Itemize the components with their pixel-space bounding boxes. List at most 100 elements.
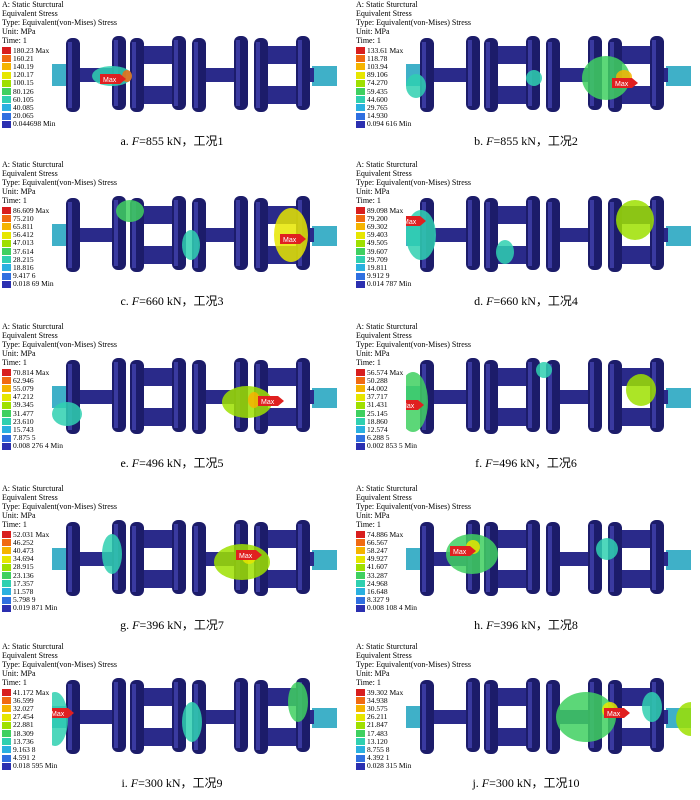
- header-line3: Type: Equivalent(von-Mises) Stress: [2, 660, 117, 669]
- legend-swatch: [2, 588, 11, 596]
- header-line2: Equivalent Stress: [2, 493, 58, 502]
- legend-swatch: [356, 401, 365, 409]
- stress-zone: [52, 402, 82, 426]
- stress-zone: [214, 544, 270, 580]
- legend-swatch: [2, 730, 11, 737]
- legend-value: 9.163 8: [13, 744, 36, 754]
- panel-caption: h. F=396 kN，工况8: [356, 618, 696, 632]
- stress-zone: [596, 538, 618, 560]
- max-marker: Max: [258, 396, 284, 406]
- legend-value: 26.211: [367, 712, 388, 722]
- web-highlight: [422, 42, 426, 108]
- header-line4: Unit: MPa: [356, 669, 390, 678]
- crank-pin: [260, 570, 300, 588]
- legend-value: 7.875 5: [13, 433, 36, 443]
- legend-swatch: [2, 248, 11, 255]
- web-highlight: [610, 526, 614, 592]
- max-text: Max: [607, 711, 621, 718]
- crank-pin: [490, 206, 530, 224]
- web-highlight: [68, 202, 72, 268]
- web-highlight: [610, 364, 614, 430]
- caption-prefix: j.: [472, 776, 482, 790]
- legend-value: 20.065: [13, 111, 34, 121]
- max-text: Max: [52, 711, 65, 718]
- legend-swatch: [2, 754, 11, 762]
- legend-swatch: [356, 410, 365, 417]
- header-line4: Unit: MPa: [356, 349, 390, 358]
- legend-value: 18.309: [13, 728, 34, 738]
- stress-zone: [582, 56, 630, 100]
- crank-pin: [552, 228, 592, 242]
- legend-swatch: [356, 47, 365, 54]
- panel-b: A: Static Sturctural Equivalent Stress Typ…: [356, 0, 696, 158]
- header-line2: Equivalent Stress: [356, 493, 412, 502]
- legend-swatch: [2, 547, 11, 555]
- web-highlight: [236, 40, 240, 106]
- legend-value: 36.599: [13, 695, 34, 705]
- max-text: Max: [453, 549, 467, 556]
- legend-value: 160.21: [13, 53, 34, 63]
- legend-value: 17.483: [367, 728, 388, 738]
- web-highlight: [468, 200, 472, 266]
- web-highlight: [298, 40, 302, 106]
- legend-swatch: [356, 705, 365, 713]
- legend-value: 40.473: [13, 545, 34, 555]
- legend-value: 65.811: [13, 221, 34, 231]
- legend-value: 24.968: [367, 578, 388, 588]
- legend-swatch: [356, 369, 365, 376]
- legend-value: 11.578: [13, 586, 34, 596]
- legend-value: 55.079: [13, 383, 34, 393]
- stress-zone: [556, 692, 616, 742]
- web-highlight: [468, 40, 472, 106]
- result-header: A: Static Sturctural Equivalent Stress Typ…: [356, 484, 471, 529]
- crank-pin: [428, 68, 468, 82]
- legend-swatch: [2, 239, 11, 247]
- crank-pin: [490, 728, 530, 746]
- legend-swatch: [356, 96, 365, 104]
- crank-pin: [136, 246, 176, 264]
- legend-swatch: [2, 264, 11, 272]
- legend-value: 0.018 595 Min: [13, 761, 58, 771]
- legend-swatch: [356, 547, 365, 555]
- legend-swatch: [356, 596, 365, 604]
- stress-zone: [616, 200, 654, 240]
- panel-c: A: Static Sturctural Equivalent Stress Typ…: [2, 160, 342, 318]
- legend-value: 0.002 853 5 Min: [367, 441, 418, 451]
- crankshaft-model: Max: [406, 358, 691, 434]
- legend-swatch: [356, 434, 365, 442]
- result-header: A: Static Sturctural Equivalent Stress Typ…: [356, 322, 471, 367]
- legend-swatch: [356, 442, 365, 450]
- crank-pin: [260, 408, 300, 426]
- legend-swatch: [356, 697, 365, 705]
- legend-swatch: [2, 256, 11, 264]
- legend-swatch: [356, 555, 365, 563]
- header-line4: Unit: MPa: [2, 511, 36, 520]
- max-arrow: [120, 74, 126, 84]
- crank-pin: [136, 570, 176, 588]
- crank-pin: [428, 390, 468, 404]
- caption-suffix: =855 kN，工况1: [139, 134, 224, 148]
- legend-swatch: [2, 223, 11, 231]
- legend-value: 46.252: [13, 537, 34, 547]
- web-highlight: [174, 362, 178, 428]
- legend-value: 0.019 871 Min: [13, 603, 58, 613]
- legend-swatch: [2, 272, 11, 280]
- legend-swatch: [356, 563, 365, 571]
- header-line3: Type: Equivalent(von-Mises) Stress: [2, 502, 117, 511]
- header-line3: Type: Equivalent(von-Mises) Stress: [2, 18, 117, 27]
- legend-swatch: [2, 442, 11, 450]
- legend-value: 47.212: [13, 392, 34, 402]
- crank-pin: [198, 68, 238, 82]
- crank-pin: [428, 710, 468, 724]
- crank-pin: [260, 368, 300, 386]
- crank-pin: [614, 46, 654, 64]
- header-line2: Equivalent Stress: [356, 9, 412, 18]
- max-text: Max: [406, 219, 417, 226]
- legend-swatch: [356, 112, 365, 120]
- web-highlight: [548, 684, 552, 750]
- crank-pin: [260, 46, 300, 64]
- legend-value: 0.014 787 Min: [367, 279, 412, 289]
- legend-swatch: [2, 63, 11, 71]
- legend-swatch: [2, 580, 11, 588]
- crank-pin: [136, 688, 176, 706]
